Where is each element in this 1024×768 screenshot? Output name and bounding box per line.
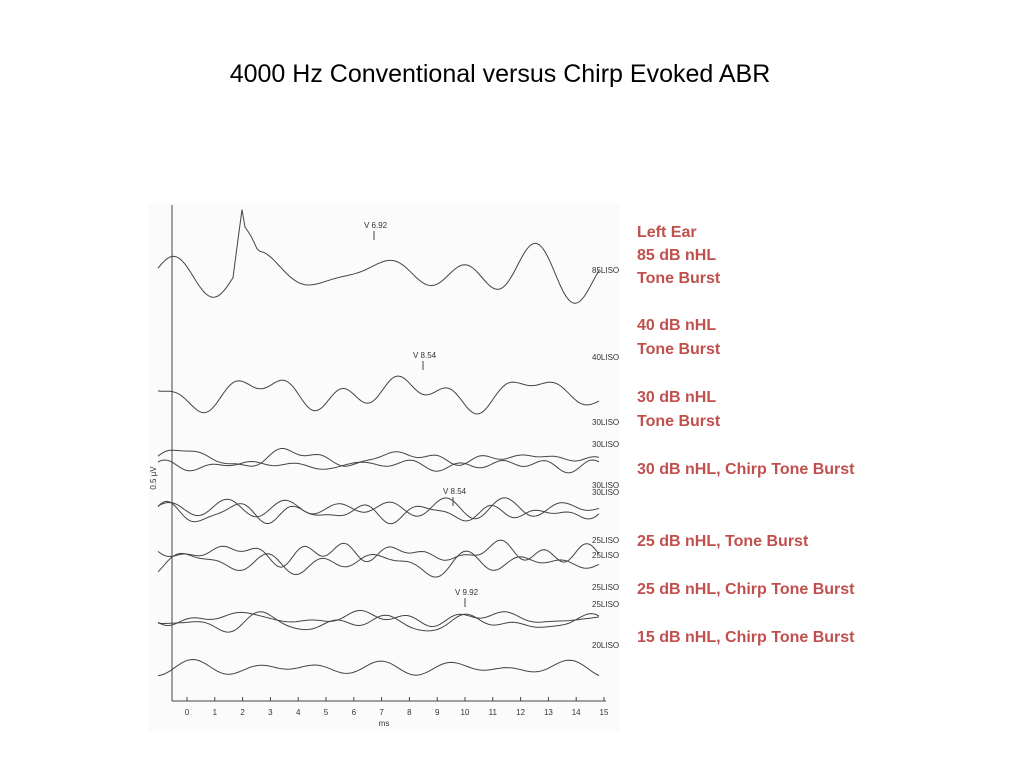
x-tick-label: 4 — [296, 708, 301, 717]
waveform — [157, 375, 600, 415]
waveform — [157, 539, 600, 568]
x-tick-label: 9 — [435, 708, 440, 717]
slide-title: 4000 Hz Conventional versus Chirp Evoked… — [229, 60, 771, 88]
waveform — [157, 610, 600, 628]
note-line: 30 dB nHL, Chirp Tone Burst — [637, 461, 855, 478]
trace-label: 30LISO — [592, 488, 619, 497]
x-tick-label: 6 — [352, 708, 357, 717]
note-line: 85 dB nHL — [637, 247, 717, 264]
peak-label: V 9.92 — [455, 588, 479, 597]
x-tick-label: 12 — [516, 708, 525, 717]
waveform — [157, 209, 600, 304]
note-line: Tone Burst — [637, 341, 721, 358]
trace-label: 25LISO — [592, 583, 619, 592]
note-line: Tone Burst — [637, 413, 721, 430]
waveform — [157, 611, 600, 633]
trace-label: 30LISO — [592, 440, 619, 449]
trace-label: 30LISO — [592, 418, 619, 427]
x-tick-label: 11 — [489, 708, 498, 717]
peak-label: V 6.92 — [364, 221, 388, 230]
waveform — [157, 658, 600, 677]
note-line: 30 dB nHL — [637, 389, 717, 406]
note-line: 25 dB nHL, Chirp Tone Burst — [637, 581, 855, 598]
scan-background — [148, 203, 620, 731]
waveform — [157, 448, 600, 467]
note-line: 25 dB nHL, Tone Burst — [637, 533, 809, 550]
x-tick-label: 3 — [268, 708, 273, 717]
trace-label: 20LISO — [592, 641, 619, 650]
trace-label: 25LISO — [592, 536, 619, 545]
x-tick-label: 8 — [407, 708, 412, 717]
trace-label: 25LISO — [592, 551, 619, 560]
y-axis-label: 0.5 µV — [149, 466, 158, 490]
x-tick-label: 1 — [213, 708, 218, 717]
x-tick-label: 5 — [324, 708, 329, 717]
waveform — [157, 459, 600, 474]
x-tick-label: 10 — [461, 708, 470, 717]
x-axis-label: ms — [379, 719, 390, 728]
x-tick-label: 14 — [572, 708, 581, 717]
note-line: 15 dB nHL, Chirp Tone Burst — [637, 629, 855, 646]
trace-label: 30LISO — [592, 481, 619, 490]
note-line: 40 dB nHL — [637, 317, 717, 334]
x-tick-label: 13 — [544, 708, 553, 717]
waveform — [157, 500, 600, 525]
x-tick-label: 2 — [240, 708, 245, 717]
abr-figure: 0.5 µV ms 0 1 2 3 4 5 6 7 8 9 10 11 12 13 14 1585LISO40… — [148, 203, 620, 731]
peak-label: V 8.54 — [413, 351, 437, 360]
trace-label: 85LISO — [592, 266, 619, 275]
x-tick-label: 7 — [379, 708, 384, 717]
peak-label: V 8.54 — [443, 487, 467, 496]
x-tick-label: 0 — [185, 708, 190, 717]
waveform — [157, 550, 600, 578]
note-line: Left Ear — [637, 224, 697, 241]
trace-label: 25LISO — [592, 600, 619, 609]
note-line: Tone Burst — [637, 270, 721, 287]
trace-label: 40LISO — [592, 353, 619, 362]
x-tick-label: 15 — [600, 708, 609, 717]
